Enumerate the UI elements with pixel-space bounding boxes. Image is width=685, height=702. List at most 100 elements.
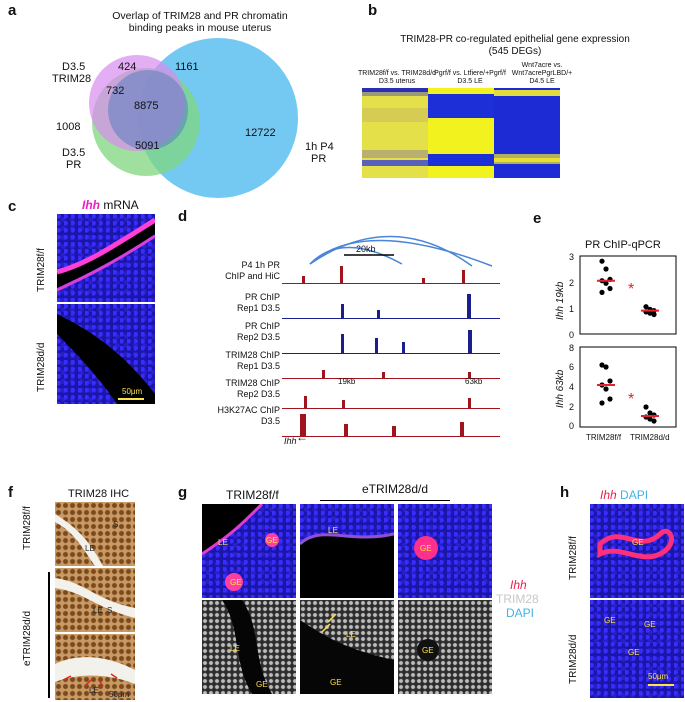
track5-signal <box>282 396 500 409</box>
e-point-0-1-0 <box>643 304 649 310</box>
f-group-line <box>48 572 50 698</box>
e-point-0-0-4 <box>603 280 609 286</box>
c-scale-label: 50μm <box>122 387 143 396</box>
g-le-2: LE <box>328 526 338 535</box>
venn-count-1161: 1161 <box>175 61 199 73</box>
f-row2-label: eTRIM28d/d <box>22 610 33 666</box>
d-mark-63kb: 63kb <box>465 377 483 386</box>
panel-label-h: h <box>560 484 570 501</box>
e-point-0-1-5 <box>651 311 657 318</box>
f-scale-label: 50μm <box>109 690 130 699</box>
g-legend-ihh: Ihh <box>510 578 527 592</box>
h-scale-label: 50μm <box>648 672 669 681</box>
heatmap <box>362 88 560 178</box>
h-image-trim28ff: GE <box>590 504 684 598</box>
c-row1-label: TRIM28f/f <box>36 248 47 292</box>
d-gene-label: Ihh <box>284 436 297 446</box>
e-bot-tick-2: 2 <box>569 402 575 412</box>
e-bot-tick-4: 4 <box>569 382 575 392</box>
e-bot-tick-6: 6 <box>569 362 575 372</box>
g-ge-1a: GE <box>266 536 278 545</box>
venn-count-5091: 5091 <box>135 140 160 152</box>
h-image-trim28dd: GE GE GE 50μm <box>590 600 684 698</box>
g-image-top-3: GE <box>398 504 492 598</box>
c-title-rest: mRNA <box>100 198 139 212</box>
venn-label-p4-line1: 1h P4 <box>305 141 334 153</box>
e-bottom-frame <box>579 346 677 428</box>
track1-signal <box>282 266 500 284</box>
d-track3-line1: PR ChIP <box>244 321 280 331</box>
venn-label-trim28-line2: TRIM28 <box>52 73 92 85</box>
heatmap-col3-line3: D4.5 LE <box>529 78 555 85</box>
e-ylabel-top: Ihh 19kb <box>555 281 566 320</box>
heatmap-col2-line1: Pgrf/f vs. Ltfiere/+Pgrf/f <box>434 70 506 77</box>
e-title: PR ChIP-qPCR <box>585 239 661 251</box>
d-track1-line2: ChIP and HiC <box>225 271 280 281</box>
d-track4-line2: Rep1 D3.5 <box>236 361 280 371</box>
h-title-dapi: DAPI <box>616 488 649 502</box>
venn-count-12722: 12722 <box>245 127 276 139</box>
e-point-0-0-5 <box>607 285 613 292</box>
c-row2-label: TRIM28d/d <box>36 342 47 392</box>
f-title: TRIM28 IHC <box>68 488 130 500</box>
f-s-label-1: S <box>113 520 119 529</box>
e-point-1-1-0 <box>643 404 649 410</box>
g-ge-4: GE <box>256 680 268 689</box>
e-point-1-0-6 <box>599 400 605 406</box>
d-track2-line1: PR ChIP <box>244 292 280 302</box>
genome-tracks <box>282 235 500 437</box>
g-legend-trim28: TRIM28 <box>496 592 539 606</box>
h-title: Ihh DAPI <box>600 488 649 502</box>
h-ge-1: GE <box>632 538 644 547</box>
g-image-top-2: LE <box>300 504 394 598</box>
heatmap-title-line1: TRIM28-PR co-regulated epithelial gene e… <box>400 34 630 45</box>
heatmap-col3-line1: Wnt7acre vs. <box>521 62 563 69</box>
e-point-0-0-1 <box>603 266 609 272</box>
g-legend-dapi: DAPI <box>506 606 535 620</box>
d-track3-line2: Rep2 D3.5 <box>236 332 280 342</box>
e-xcat2: TRIM28d/d <box>630 433 670 442</box>
venn-title-line2: binding peaks in mouse uterus <box>128 22 272 34</box>
f-le-label-2: LE <box>93 606 103 615</box>
panel-label-g: g <box>178 484 188 501</box>
e-point-1-1-4 <box>647 416 653 422</box>
g-hdr2-line <box>320 500 450 501</box>
track4-signal <box>282 370 500 379</box>
f-image-2: LE S <box>55 568 135 632</box>
g-ge-3: GE <box>420 544 432 553</box>
track6-signal <box>282 414 500 437</box>
venn-count-732: 732 <box>106 85 125 97</box>
d-track5-line1: TRIM28 ChIP <box>225 378 280 388</box>
g-image-bot-3: GE <box>398 600 492 694</box>
venn-label-p4-line2: PR <box>311 153 327 165</box>
venn-count-424: 424 <box>118 61 137 73</box>
venn-center-overlap <box>108 70 188 150</box>
g-le-5: LE <box>346 630 356 639</box>
heatmap-col1-line1: TRIM28f/f vs. TRIM28d/d <box>357 70 437 77</box>
h-ge-4: GE <box>628 648 640 657</box>
e-point-1-0-2 <box>607 378 613 384</box>
h-row1-label: TRIM28f/f <box>568 536 579 580</box>
e-point-1-0-1 <box>603 364 609 370</box>
e-bottom-star: * <box>628 391 635 408</box>
f-image-3: LE 50μm <box>55 634 135 700</box>
panel-label-d: d <box>178 208 188 225</box>
f-s-label-2: S <box>107 606 113 615</box>
h-ge-2: GE <box>604 616 616 625</box>
d-gene-arrow: ← <box>296 430 308 444</box>
e-point-1-0-0 <box>599 362 605 368</box>
f-image-1: S LE <box>55 502 135 566</box>
venn-title-line1: Overlap of TRIM28 and PR chromatin <box>112 10 288 22</box>
e-top-tick-2: 2 <box>569 278 575 288</box>
h-scale-bar <box>648 684 674 686</box>
venn-label-pr-line2: PR <box>66 159 82 171</box>
track3-signal <box>282 330 500 354</box>
h-ge-3: GE <box>644 620 656 629</box>
f-row1-label: TRIM28f/f <box>22 506 33 550</box>
heatmap-title-line2: (545 DEGs) <box>488 46 542 57</box>
g-ge-6: GE <box>422 646 434 655</box>
c-title: Ihh mRNA <box>82 198 139 212</box>
g-ge-5: GE <box>330 678 342 687</box>
e-point-1-0-4 <box>603 386 609 392</box>
g-image-bot-1: LE GE <box>202 600 296 694</box>
